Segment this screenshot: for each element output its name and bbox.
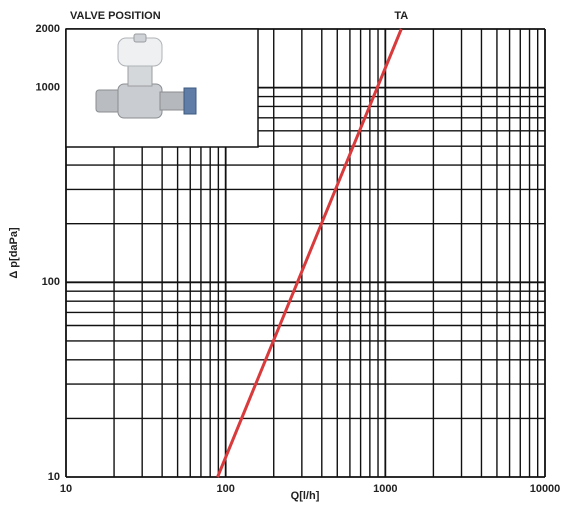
x-tick-label: 1000 xyxy=(373,483,397,495)
x-tick-label: 10000 xyxy=(530,483,561,495)
data-line xyxy=(216,28,403,478)
y-tick-label: 10 xyxy=(48,471,60,483)
x-tick-label: 100 xyxy=(216,483,234,495)
chart-title: VALVE POSITION xyxy=(70,10,161,22)
y-tick-label: 100 xyxy=(42,276,60,288)
y-tick-label: 2000 xyxy=(36,23,60,35)
series-label: TA xyxy=(394,10,408,22)
x-tick-label: 10 xyxy=(60,483,72,495)
x-axis-label: Q[l/h] xyxy=(291,490,320,502)
y-tick-label: 1000 xyxy=(36,82,60,94)
valve-picture xyxy=(65,28,259,148)
y-axis-label: Δ p[daPa] xyxy=(8,227,20,279)
